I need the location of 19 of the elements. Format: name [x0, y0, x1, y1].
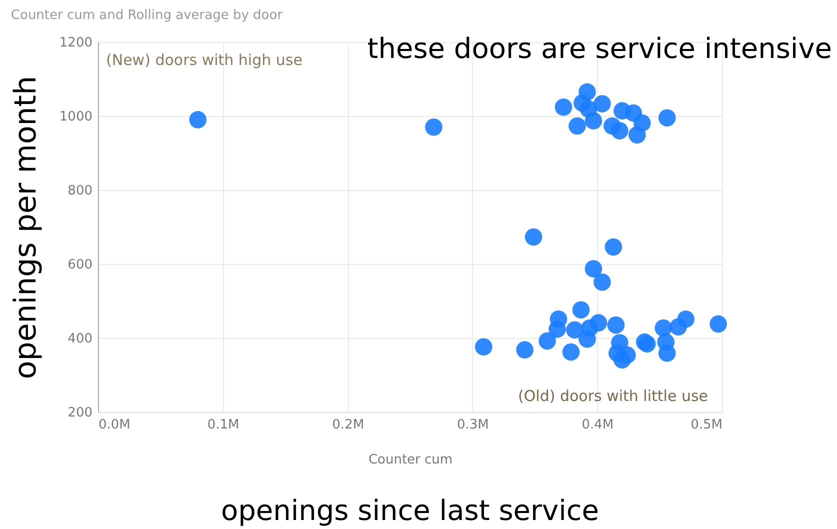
- x-tick-label: 0.1M: [207, 418, 240, 432]
- annotation: (Old) doors with little use: [518, 387, 708, 405]
- annotation: (New) doors with high use: [106, 51, 302, 69]
- x-tick-label: 0.2M: [332, 418, 364, 432]
- chart-title: Counter cum and Rolling average by door: [10, 8, 284, 23]
- y-tick-label: 1000: [59, 110, 92, 124]
- annotation: these doors are service intensive: [367, 32, 832, 65]
- y-tick-label: 800: [68, 184, 92, 198]
- x-tick-label: 0.0M: [98, 418, 130, 432]
- x-tick-label: 0.4M: [582, 418, 614, 432]
- y-axis-title: openings per month: [8, 76, 44, 380]
- y-tick-label: 200: [68, 406, 92, 420]
- text: openings since last service: [221, 494, 599, 527]
- x-tick-label: 0.5M: [690, 418, 722, 432]
- y-tick-label: 600: [68, 258, 92, 272]
- x-axis-title: Counter cum: [368, 452, 453, 468]
- y-tick-label: 1200: [59, 36, 92, 50]
- x-tick-label: 0.3M: [456, 418, 489, 432]
- y-tick-label: 400: [68, 332, 92, 346]
